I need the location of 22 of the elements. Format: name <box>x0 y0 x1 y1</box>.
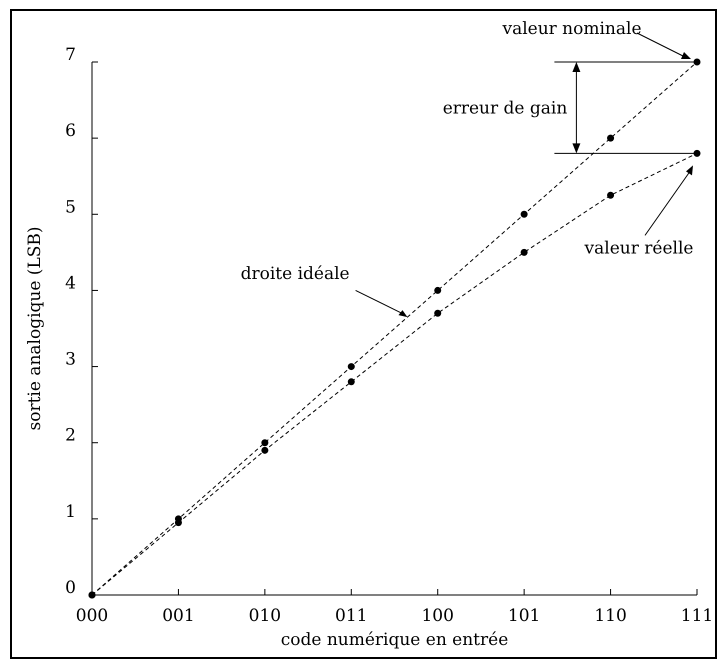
x-tick-label: 110 <box>594 606 627 626</box>
y-tick-label: 7 <box>65 45 76 65</box>
annotation: erreur de gain <box>442 98 568 119</box>
y-tick-label: 6 <box>65 121 76 142</box>
y-tick-label: 5 <box>65 197 76 218</box>
x-axis-title: code numérique en entrée <box>280 630 508 650</box>
x-tick-label: 000 <box>76 606 108 626</box>
x-tick-label: 010 <box>248 606 282 626</box>
annotation: valeur réelle <box>584 238 694 258</box>
x-tick-label: 001 <box>162 606 195 626</box>
y-tick-label: 0 <box>65 578 76 598</box>
x-tick-label: 100 <box>421 606 454 626</box>
x-tick-label: 101 <box>508 606 540 626</box>
annotation: droite idéale <box>240 264 350 284</box>
x-tick-label: 111 <box>680 606 714 626</box>
y-tick-label: 4 <box>65 273 76 294</box>
y-tick-label: 1 <box>65 502 76 522</box>
text: valeur nominale <box>501 19 642 39</box>
y-tick-label: 3 <box>65 350 76 370</box>
y-tick-label: 2 <box>65 426 76 446</box>
y-axis-title: sortie analogique (LSB) <box>25 226 45 431</box>
x-tick-label: 011 <box>335 606 368 626</box>
